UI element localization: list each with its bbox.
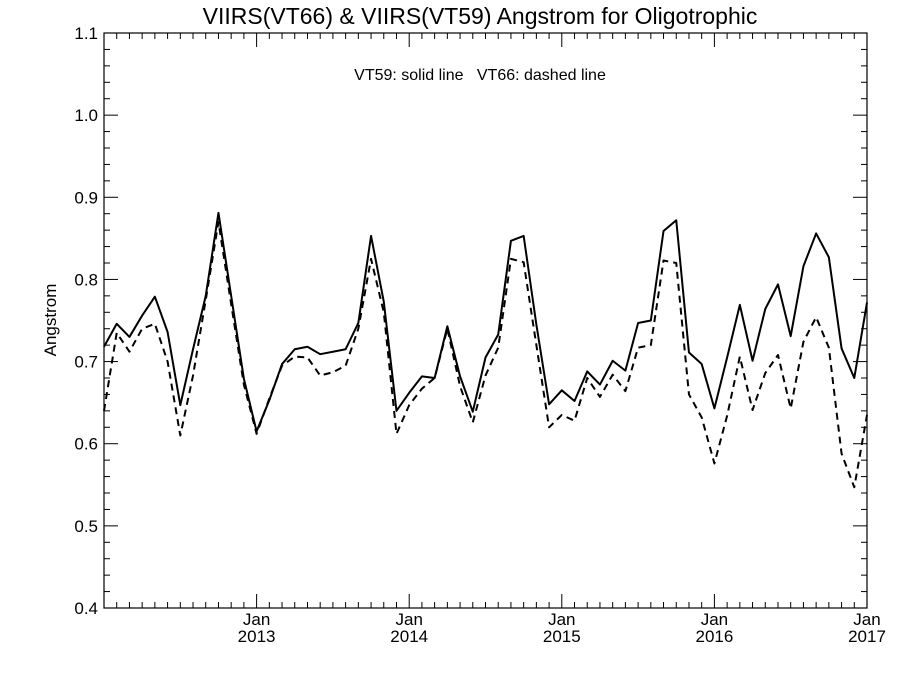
x-tick-label-year: 2016 — [695, 627, 733, 646]
y-tick-label: 1.0 — [74, 106, 98, 125]
y-tick-label: 0.9 — [74, 188, 98, 207]
y-axis-label: Angstrom — [41, 284, 60, 357]
series-group — [103, 211, 868, 489]
chart-title: VIIRS(VT66) & VIIRS(VT59) Angstrom for O… — [203, 3, 758, 29]
series-line-dashed — [103, 220, 868, 489]
y-tick-label: 0.8 — [74, 270, 98, 289]
chart-annotation: VT59: solid line VT66: dashed line — [354, 67, 606, 84]
x-tick-label-month: Jan — [853, 610, 880, 629]
x-tick-label-year: 2017 — [848, 627, 886, 646]
y-axis: 0.4 0.5 0.6 0.7 0.8 0.9 1.0 1.1 — [74, 24, 867, 618]
series-line-solid — [103, 211, 868, 433]
y-tick-label: 0.6 — [74, 435, 98, 454]
x-tick-label-year: 2015 — [543, 627, 581, 646]
x-tick-label-month: Jan — [243, 610, 270, 629]
y-tick-label: 0.4 — [74, 599, 98, 618]
x-tick-label-year: 2013 — [238, 627, 276, 646]
x-tick-label-year: 2014 — [390, 627, 428, 646]
y-tick-label: 0.7 — [74, 353, 98, 372]
x-tick-label-month: Jan — [701, 610, 728, 629]
x-tick-label-month: Jan — [395, 610, 422, 629]
plot-frame — [103, 32, 868, 609]
y-tick-label: 0.5 — [74, 517, 98, 536]
x-tick-label-month: Jan — [548, 610, 575, 629]
y-tick-label: 1.1 — [74, 24, 98, 43]
